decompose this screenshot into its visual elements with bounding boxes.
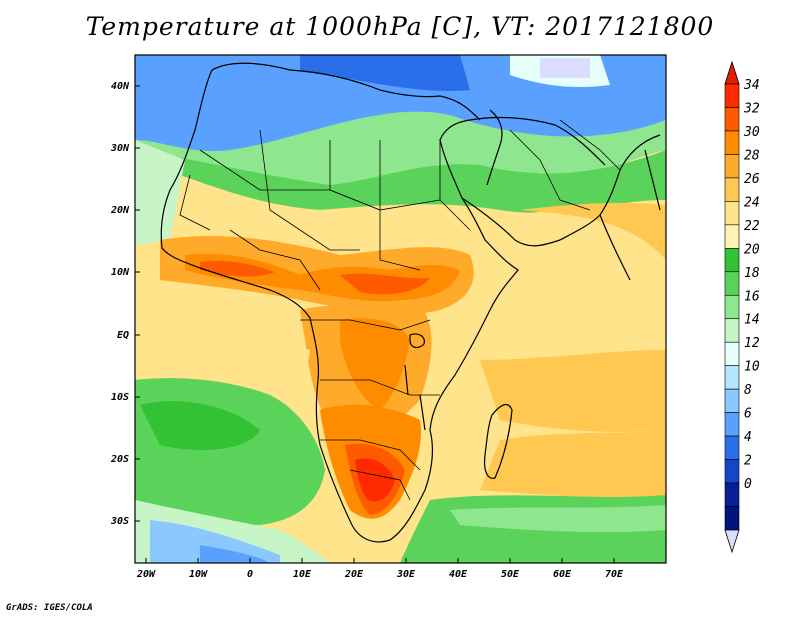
colorbar-swatch [724, 459, 740, 484]
map-title: Temperature at 1000hPa [C], VT: 20171218… [85, 12, 715, 41]
west-africa-hot-field [200, 260, 275, 277]
colorbar-under-triangle [724, 529, 740, 554]
colorbar-swatch [724, 388, 740, 413]
colorbar-label: 20 [744, 242, 760, 257]
central-indian-field [480, 350, 666, 432]
north-africa-mild-field [135, 111, 666, 190]
europe-cold-field [300, 55, 470, 91]
colorbar-label: 2 [744, 454, 752, 469]
colorbar-label: 34 [743, 78, 760, 93]
plot-frame [134, 54, 667, 564]
lon-label: 20E [344, 569, 364, 580]
lon-label: 70E [605, 569, 624, 580]
colorbar-label: 16 [744, 289, 760, 304]
south-atlantic-coldest-field [200, 545, 270, 563]
colorbar-swatch [724, 482, 740, 507]
lat-label: 20S [110, 454, 129, 465]
lat-label: 30S [110, 516, 129, 527]
south-atlantic-warm-field [140, 401, 260, 450]
lat-label: 20N [110, 205, 130, 216]
lat-label: 30N [110, 143, 130, 154]
atlantic-north-field [135, 140, 185, 245]
colorbar-swatch [724, 294, 740, 320]
colorbar-over-triangle [724, 60, 740, 85]
colorbar-label: 10 [744, 360, 760, 375]
lon-label: 60E [553, 569, 572, 580]
lon-label: 40E [449, 569, 468, 580]
gulf-of-guinea-field [135, 300, 310, 392]
colorbar-label: 12 [744, 336, 760, 351]
lat-labels: 40N 30N 20N 10N EQ 10S 20S 30S [110, 81, 130, 527]
country-borders [179, 119, 621, 501]
colorbar-swatch [724, 83, 740, 108]
lon-labels: 20W 10W 0 10E 20E 30E 40E 50E 60E 70E [136, 569, 624, 580]
colorbar-label: 26 [744, 172, 760, 187]
axis-ticks [135, 85, 615, 563]
lon-label: 20W [136, 569, 156, 580]
lon-label: 10E [293, 569, 312, 580]
colorbar-swatch [724, 435, 740, 460]
colorbar-label: 8 [744, 383, 752, 398]
lon-label: 50E [501, 569, 520, 580]
central-africa-hot-field [340, 273, 430, 295]
arabian-sea-field [520, 202, 666, 260]
colorbar-swatch [724, 224, 740, 249]
colorbar-swatch [724, 365, 740, 390]
colorbar-swatch [724, 341, 740, 366]
colorbar-swatch [724, 318, 740, 343]
south-indian-mild-field [450, 505, 666, 533]
colorbar-label: 24 [744, 195, 760, 210]
colorbar-swatch [724, 412, 740, 437]
lat-label: 10S [111, 392, 129, 403]
credit-label: GrADS: IGES/COLA [6, 603, 93, 613]
colorbar-label: 30 [743, 125, 760, 140]
colorbar-swatch [724, 271, 740, 296]
lat-label: EQ [117, 330, 129, 341]
colorbar-swatch [724, 177, 740, 202]
lat-label: 10N [111, 267, 130, 278]
colorbar-label: 18 [744, 266, 760, 281]
congo-field [340, 318, 410, 410]
lat-label: 40N [111, 81, 130, 92]
colorbar-swatch [724, 201, 740, 226]
kalahari-max-field [355, 458, 395, 502]
colorbar-label: 22 [744, 219, 760, 234]
colorbar-label: 32 [743, 102, 760, 117]
coastlines [160, 62, 661, 543]
mascarene-field [480, 430, 666, 498]
lon-label: 10W [189, 569, 208, 580]
colorbar-swatch [724, 107, 740, 132]
colorbar-label: 6 [744, 407, 752, 422]
sahara-field [135, 150, 666, 213]
lon-label: 30E [396, 569, 416, 580]
colorbar-swatch [724, 154, 740, 179]
under-range-field [540, 58, 590, 78]
colorbar-label: 0 [744, 477, 752, 492]
colorbar-swatch [724, 130, 740, 155]
colorbar-swatch [724, 248, 740, 273]
south-atlantic-cold-field [150, 520, 280, 563]
colorbar-swatch [724, 506, 740, 531]
lon-label: 0 [247, 569, 253, 580]
colorbar-label: 28 [744, 148, 760, 163]
colorbar-label: 14 [744, 313, 760, 328]
colorbar-label: 4 [744, 430, 752, 445]
